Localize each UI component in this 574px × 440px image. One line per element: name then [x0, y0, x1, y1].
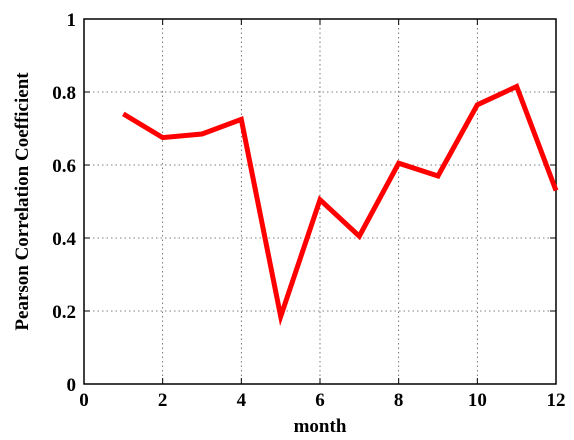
x-tick-label: 4 [237, 390, 247, 411]
x-tick-label: 12 [547, 390, 566, 411]
series-line-0 [122, 83, 559, 327]
y-tick-label: 0.6 [52, 156, 76, 177]
x-axis-title: month [294, 416, 347, 437]
y-tick-label: 0.2 [52, 302, 76, 323]
axis-ticks: 0 2 4 6 8 10 12 0 0.2 0.4 0.6 0.8 1 [52, 10, 565, 411]
x-tick-label: 6 [315, 390, 325, 411]
y-axis-title: Pearson Correlation Coefficient [12, 72, 33, 331]
series-group [122, 83, 559, 327]
x-tick-label: 8 [394, 390, 404, 411]
x-tick-label: 0 [79, 390, 89, 411]
y-tick-label: 0.4 [52, 229, 76, 250]
x-tick-label: 2 [158, 390, 168, 411]
y-tick-label: 0 [67, 375, 77, 396]
y-tick-label: 0.8 [52, 83, 76, 104]
y-tick-label: 1 [67, 10, 77, 31]
x-tick-label: 10 [468, 390, 487, 411]
